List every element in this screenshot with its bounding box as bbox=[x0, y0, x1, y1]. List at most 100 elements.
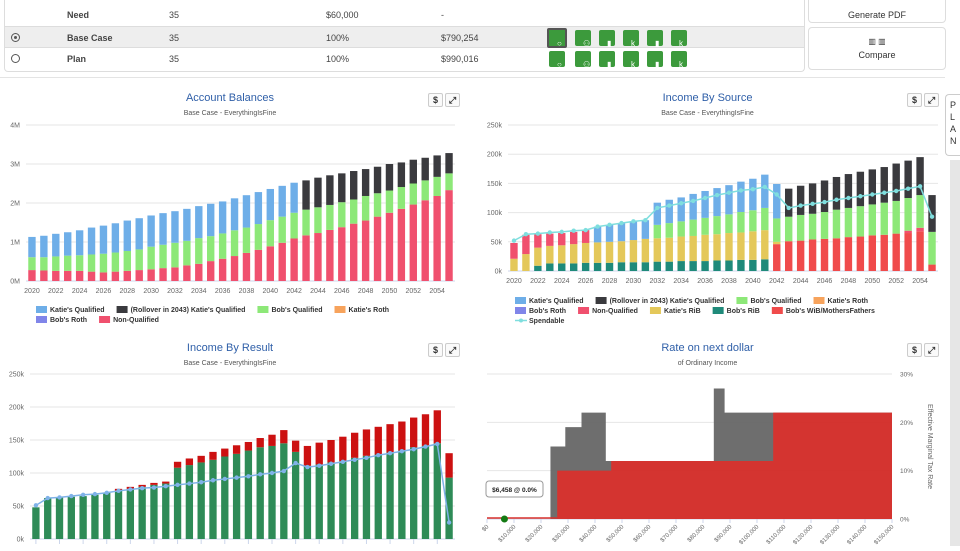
bar-segment bbox=[338, 202, 346, 228]
scrollbar[interactable] bbox=[950, 160, 960, 546]
currency-toggle-button[interactable]: $ bbox=[428, 93, 443, 107]
legend-item[interactable]: Non-Qualified bbox=[99, 316, 159, 324]
bar-segment bbox=[593, 226, 602, 243]
table-row[interactable]: Base Case 35 100% $790,254 ○ ⚇ ▮ k ▮ k bbox=[5, 26, 804, 48]
compare-button[interactable]: ▥ ▥ Compare bbox=[808, 27, 946, 70]
expand-button[interactable]: ⤢ bbox=[445, 93, 460, 107]
tooltip: $6,458 @ 0.0% bbox=[485, 480, 544, 498]
bar-segment bbox=[302, 235, 310, 281]
line-point bbox=[678, 201, 684, 206]
bar-segment bbox=[581, 262, 590, 271]
x-tick-label: 2032 bbox=[650, 278, 666, 285]
currency-toggle-button[interactable]: $ bbox=[907, 93, 922, 107]
bar-segment bbox=[338, 173, 346, 203]
action-button[interactable]: ▮ bbox=[647, 51, 663, 69]
action-button[interactable]: k bbox=[671, 51, 687, 69]
bar-segment bbox=[44, 498, 52, 539]
button-label: Generate PDF bbox=[847, 10, 907, 20]
bar-segment bbox=[880, 234, 888, 271]
bar-segment bbox=[653, 238, 662, 262]
action-button[interactable]: ⚇ bbox=[575, 51, 591, 69]
scenario-radio[interactable] bbox=[11, 33, 20, 42]
table-row[interactable]: Plan 35 100% $990,016 ○ ⚇ ▮ k ▮ k bbox=[5, 48, 804, 70]
bar-segment bbox=[593, 242, 602, 263]
bar-segment bbox=[433, 443, 441, 539]
bar-segment bbox=[761, 207, 769, 231]
bar-segment bbox=[207, 203, 215, 237]
area-series bbox=[487, 412, 892, 519]
legend-item[interactable]: Katie's Qualified bbox=[515, 297, 584, 305]
legend-item[interactable]: (Rollover in 2043) Katie's Qualified bbox=[116, 306, 246, 314]
bar-segment bbox=[40, 257, 48, 271]
x-tick-label: 2024 bbox=[72, 288, 88, 295]
bar-segment bbox=[617, 262, 626, 271]
bar-segment bbox=[445, 453, 453, 478]
bar-segment bbox=[302, 180, 310, 210]
legend-item[interactable]: (Rollover in 2043) Katie's Qualified bbox=[595, 297, 725, 305]
legend-item[interactable]: Katie's Roth bbox=[334, 306, 390, 314]
bar-segment bbox=[40, 235, 48, 258]
line-point bbox=[762, 184, 768, 190]
chart-svg: Income By Result Base Case - EverythingIs… bbox=[9, 342, 455, 544]
expand-button[interactable]: ⤢ bbox=[924, 343, 939, 357]
x-tick-label: 2038 bbox=[721, 278, 737, 285]
action-button[interactable]: ▮ bbox=[599, 30, 615, 48]
action-button[interactable]: ⚇ bbox=[575, 30, 591, 48]
line-point bbox=[293, 460, 298, 466]
legend-swatch bbox=[257, 306, 269, 313]
legend-item[interactable]: Spendable bbox=[515, 318, 565, 325]
bar-segment bbox=[373, 193, 382, 217]
action-button[interactable]: ▮ bbox=[599, 51, 615, 69]
action-button[interactable]: ○ bbox=[549, 51, 565, 69]
account-balances-chart: Account Balances Base Case - EverythingIs… bbox=[0, 85, 470, 330]
legend-item[interactable]: Bob's WiB/MothersFathers bbox=[771, 307, 875, 315]
legend-swatch bbox=[515, 297, 526, 304]
action-button[interactable]: k bbox=[671, 30, 687, 48]
dollar-icon: $ bbox=[432, 345, 438, 355]
bar-segment bbox=[701, 234, 709, 262]
expand-icon: ⤢ bbox=[927, 95, 936, 105]
scenario-radio[interactable] bbox=[11, 54, 20, 63]
legend-item[interactable]: Non-Qualified bbox=[578, 307, 638, 315]
legend-item[interactable]: Bob's RiB bbox=[712, 307, 760, 315]
bar-segment bbox=[725, 233, 733, 261]
x-tick-label: 2036 bbox=[697, 278, 713, 285]
chart-title: Income By Source bbox=[663, 92, 753, 104]
legend-item[interactable]: Katie's RiB bbox=[649, 307, 701, 315]
expand-button[interactable]: ⤢ bbox=[445, 343, 460, 357]
legend-item[interactable]: Bob's Roth bbox=[36, 316, 87, 324]
expand-button[interactable]: ⤢ bbox=[924, 93, 939, 107]
bar-segment bbox=[123, 270, 131, 281]
action-button[interactable]: k bbox=[623, 51, 639, 69]
legend-item[interactable]: Bob's Qualified bbox=[257, 306, 323, 314]
bar-segment bbox=[880, 202, 888, 235]
legend-item[interactable]: Katie's Qualified bbox=[36, 306, 105, 314]
bar-segment bbox=[242, 227, 251, 253]
y-tick-label: 30% bbox=[900, 372, 913, 379]
x-tick-label: 2050 bbox=[382, 288, 398, 295]
currency-toggle-button[interactable]: $ bbox=[907, 343, 922, 357]
legend-label: Katie's Roth bbox=[349, 307, 390, 314]
action-button[interactable]: ○ bbox=[547, 28, 567, 48]
bar-segment bbox=[677, 236, 685, 262]
chart-svg: Rate on next dollar of Ordinary Income 0% 1… bbox=[481, 342, 933, 546]
value-cell: $60,000 bbox=[326, 10, 359, 20]
currency-toggle-button[interactable]: $ bbox=[428, 343, 443, 357]
bar-segment bbox=[326, 229, 334, 281]
age-cell: 35 bbox=[169, 33, 180, 43]
bar-segment bbox=[232, 453, 241, 539]
legend-item[interactable]: Bob's Qualified bbox=[736, 297, 802, 305]
legend-item[interactable]: Bob's Roth bbox=[515, 307, 566, 315]
action-button[interactable]: k bbox=[623, 30, 639, 48]
bar-segment bbox=[546, 245, 554, 264]
action-button[interactable]: ▮ bbox=[647, 30, 663, 48]
line-point bbox=[269, 470, 275, 476]
bar-segment bbox=[266, 188, 274, 221]
line-point bbox=[175, 482, 180, 488]
line-point bbox=[834, 197, 839, 202]
settings-icon: ○ bbox=[557, 60, 562, 69]
legend-item[interactable]: Katie's Roth bbox=[813, 297, 869, 305]
plan-tab[interactable]: P L A N bbox=[945, 94, 960, 156]
generate-pdf-button[interactable]: Generate PDF bbox=[808, 0, 946, 23]
line-point bbox=[631, 219, 636, 224]
